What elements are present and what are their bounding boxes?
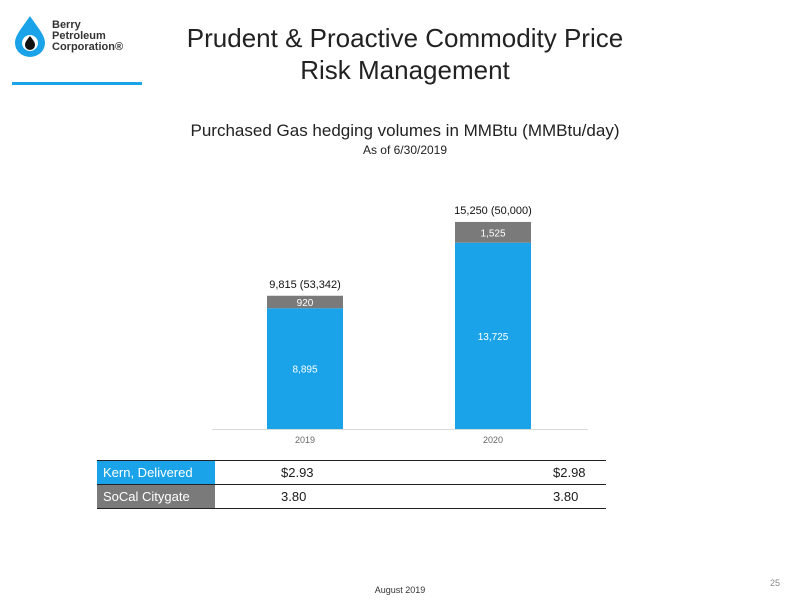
- x-tick-label: 2020: [483, 435, 503, 445]
- price-label: Kern, Delivered: [97, 460, 215, 485]
- logo-line-2: Petroleum: [52, 30, 106, 42]
- price-2020: $2.98: [481, 460, 606, 485]
- logo-line-1: Berry: [52, 19, 81, 31]
- price-label: SoCal Citygate: [97, 484, 215, 509]
- bar-segment-socal: [455, 221, 531, 243]
- price-row-socal: SoCal Citygate 3.80 3.80: [97, 484, 606, 509]
- bar-segment-kern: [455, 242, 531, 429]
- company-logo: Berry Petroleum Corporation®: [12, 14, 142, 85]
- bar-value-label: 920: [297, 298, 314, 309]
- price-table: Kern, Delivered $2.93 $2.98 SoCal Cityga…: [97, 460, 606, 509]
- bar-segment-socal: [267, 295, 343, 309]
- price-2020: 3.80: [481, 484, 606, 509]
- bar-value-label: 8,895: [292, 365, 317, 376]
- bar-total-label: 9,815 (53,342): [269, 279, 341, 291]
- footer-date: August 2019: [374, 585, 426, 595]
- chart-subtitle: As of 6/30/2019: [362, 143, 448, 157]
- price-2019: 3.80: [215, 484, 481, 509]
- logo-line-3: Corporation®: [52, 41, 124, 53]
- x-tick-label: 2019: [295, 435, 315, 445]
- page-number: 25: [769, 578, 780, 588]
- title-line-1: Prudent & Proactive Commodity Price: [186, 23, 624, 53]
- bar-total-label: 15,250 (50,000): [454, 205, 532, 217]
- logo-underline: [12, 82, 142, 85]
- drop-logo-icon: [15, 16, 45, 57]
- bar-segment-kern: [267, 308, 343, 429]
- page-title: Prudent & Proactive Commodity Price Risk…: [140, 22, 670, 86]
- title-line-2: Risk Management: [300, 55, 510, 85]
- bar-value-label: 13,725: [478, 332, 509, 343]
- price-2019: $2.93: [215, 460, 481, 485]
- price-row-kern: Kern, Delivered $2.93 $2.98: [97, 460, 606, 485]
- bar-value-label: 1,525: [480, 228, 505, 239]
- chart-title: Purchased Gas hedging volumes in MMBtu (…: [190, 121, 620, 140]
- logo-wordmark: Berry Petroleum Corporation®: [52, 20, 123, 53]
